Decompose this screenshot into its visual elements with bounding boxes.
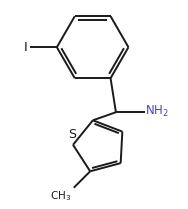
Text: S: S — [68, 128, 76, 141]
Text: I: I — [24, 41, 27, 54]
Text: CH$_3$: CH$_3$ — [50, 190, 71, 203]
Text: NH$_2$: NH$_2$ — [146, 104, 169, 119]
